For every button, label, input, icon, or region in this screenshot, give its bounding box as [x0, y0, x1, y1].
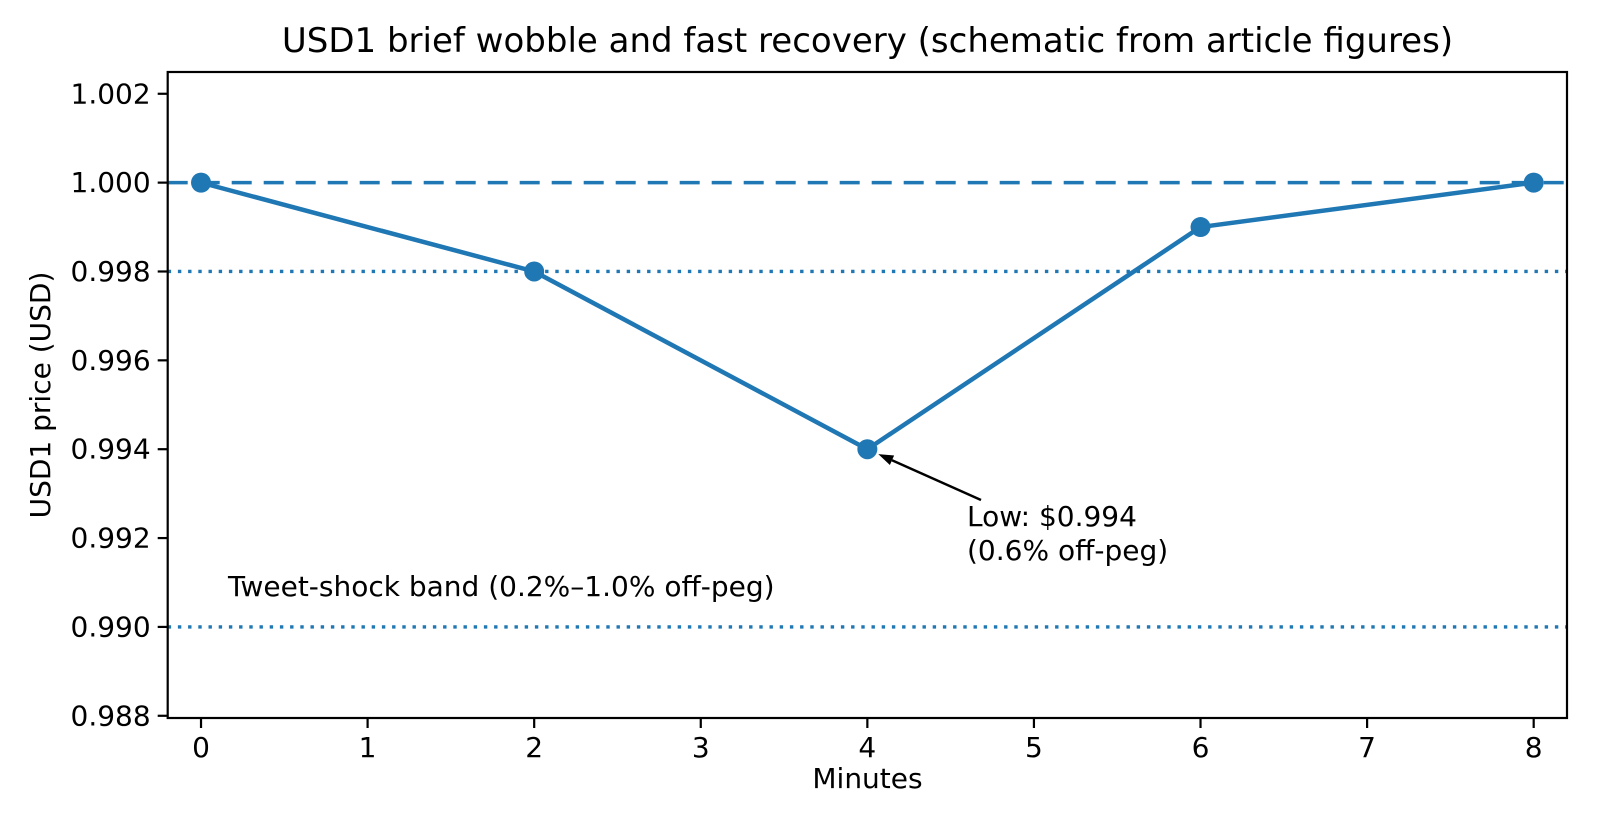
chart-title: USD1 brief wobble and fast recovery (sch…: [281, 21, 1454, 61]
x-axis-label: Minutes: [812, 762, 923, 795]
x-axis-tick-label: 5: [1025, 731, 1043, 764]
y-axis-tick-label: 0.988: [71, 699, 151, 732]
x-axis-tick-label: 1: [359, 731, 377, 764]
y-axis-label: USD1 price (USD): [24, 271, 57, 519]
annotation-arrow: [891, 459, 982, 502]
x-axis-tick-label: 8: [1525, 731, 1543, 764]
y-axis-tick-label: 0.990: [71, 610, 151, 643]
low-annotation-line1: Low: $0.994: [967, 500, 1137, 533]
y-axis-tick-label: 0.996: [71, 344, 151, 377]
x-axis-tick-label: 2: [525, 731, 543, 764]
y-axis-tick-label: 0.998: [71, 255, 151, 288]
y-axis-tick-label: 1.002: [71, 77, 151, 110]
price-point-marker: [191, 172, 212, 193]
price-point-marker: [1190, 217, 1211, 238]
y-axis-tick-label: 0.992: [71, 522, 151, 555]
x-axis-tick-label: 0: [192, 731, 210, 764]
price-point-marker: [857, 439, 878, 460]
y-axis-tick-label: 1.000: [71, 166, 151, 199]
price-line: [198, 180, 1536, 452]
x-axis-tick-label: 6: [1192, 731, 1210, 764]
x-axis-tick-label: 7: [1358, 731, 1376, 764]
plot-border: [166, 70, 1569, 720]
y-axis-tick-label: 0.994: [71, 433, 151, 466]
low-annotation-line2: (0.6% off-peg): [967, 533, 1169, 567]
x-axis-tick-label: 4: [858, 731, 876, 764]
band-annotation: Tweet-shock band (0.2%–1.0% off-peg): [228, 570, 775, 603]
price-point-marker: [524, 261, 545, 282]
price-point-marker: [1523, 172, 1544, 193]
x-axis-tick-label: 3: [692, 731, 710, 764]
annotation-arrowhead: [878, 454, 895, 465]
low-annotation: Low: $0.994 (0.6% off-peg): [967, 500, 1168, 567]
